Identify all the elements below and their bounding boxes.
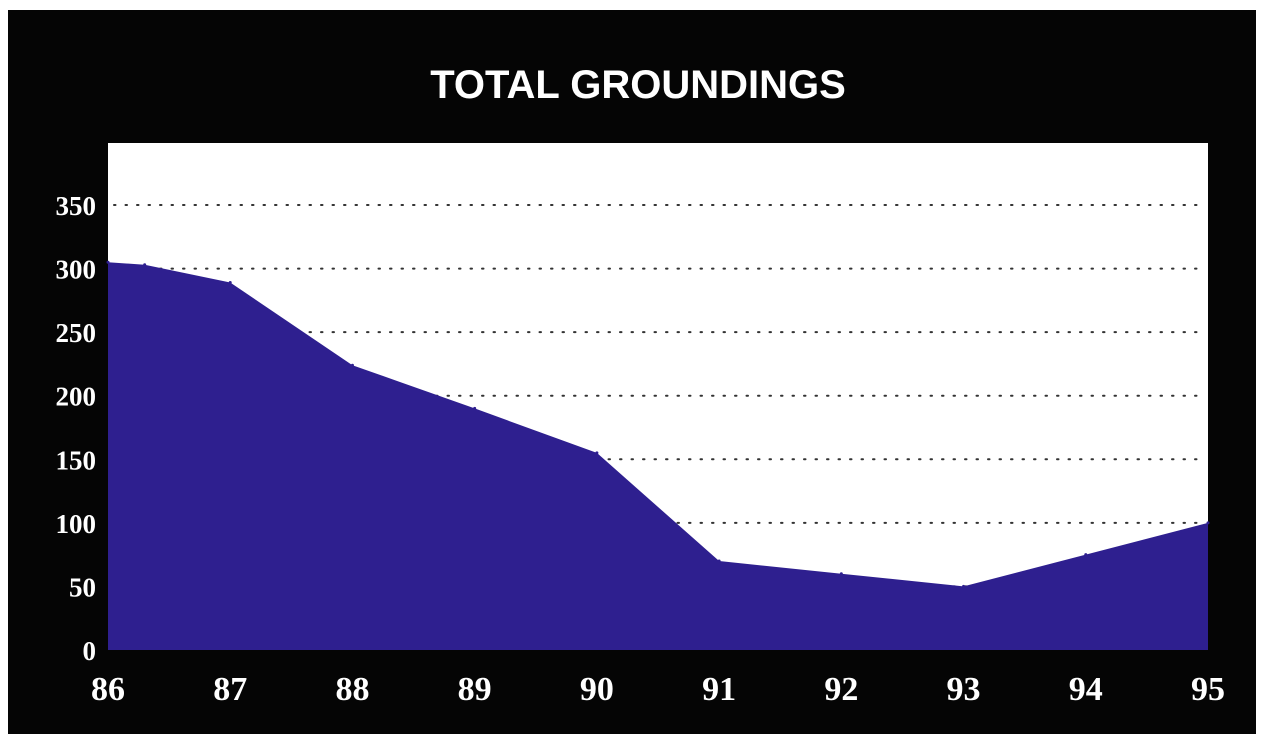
data-point-93 xyxy=(962,584,966,588)
data-point-86.3 xyxy=(143,263,147,267)
x-axis: 86 87 88 89 90 91 92 93 94 95 xyxy=(91,671,1225,708)
data-point-94 xyxy=(1084,553,1088,557)
y-tick-label-250: 250 xyxy=(56,318,97,348)
data-point-95 xyxy=(1206,521,1210,525)
x-tick-label-90: 90 xyxy=(580,671,614,708)
y-tick-label-0: 0 xyxy=(83,636,97,666)
y-axis: 0 50 100 150 200 250 300 350 xyxy=(56,191,97,666)
x-tick-label-93: 93 xyxy=(947,671,981,708)
x-tick-label-87: 87 xyxy=(213,671,247,708)
x-tick-label-86: 86 xyxy=(91,671,125,708)
x-tick-label-95: 95 xyxy=(1191,671,1225,708)
data-point-86 xyxy=(106,260,110,264)
x-tick-label-91: 91 xyxy=(702,671,736,708)
area-series xyxy=(106,260,1210,650)
x-tick-label-92: 92 xyxy=(824,671,858,708)
x-tick-label-88: 88 xyxy=(335,671,369,708)
chart-title: TOTAL GROUNDINGS xyxy=(430,63,846,107)
groundings-area xyxy=(108,262,1208,650)
x-tick-label-94: 94 xyxy=(1069,671,1103,708)
y-tick-label-100: 100 xyxy=(56,509,97,539)
data-point-91 xyxy=(717,559,721,563)
chart-frame: TOTAL GROUNDINGS 0 50 100 150 200 250 300 350 8… xyxy=(8,10,1256,734)
data-point-92 xyxy=(839,572,843,576)
y-tick-label-350: 350 xyxy=(56,191,97,221)
y-tick-label-300: 300 xyxy=(56,255,97,285)
y-tick-label-200: 200 xyxy=(56,382,97,412)
data-point-89 xyxy=(473,406,477,410)
y-tick-label-50: 50 xyxy=(69,572,96,602)
x-tick-label-89: 89 xyxy=(458,671,492,708)
data-point-87 xyxy=(228,281,232,285)
area-chart: TOTAL GROUNDINGS 0 50 100 150 200 250 300 350 8… xyxy=(56,63,1226,708)
y-tick-label-150: 150 xyxy=(56,445,97,475)
data-point-88 xyxy=(350,363,354,367)
data-point-90 xyxy=(595,451,599,455)
